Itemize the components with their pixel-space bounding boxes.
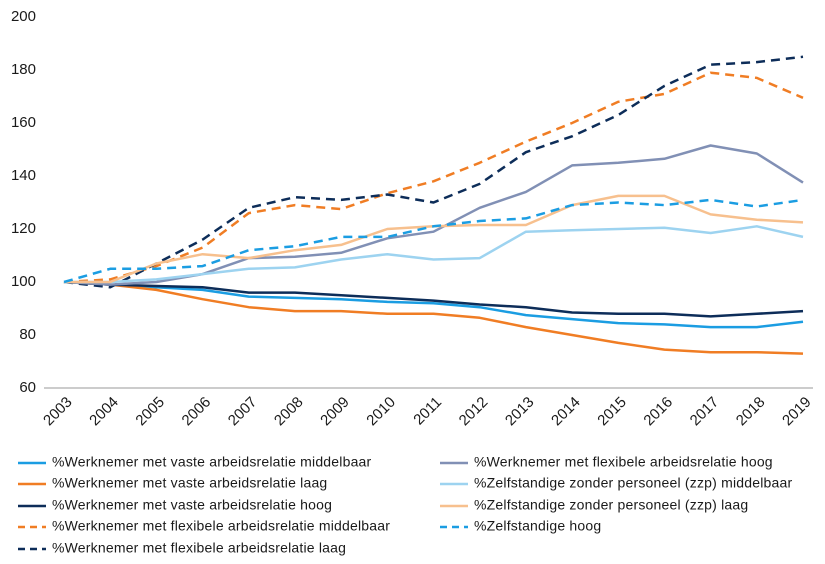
y-tick-label: 140 (11, 167, 36, 184)
x-tick-label: 2013 (502, 394, 538, 430)
x-tick-label: 2017 (687, 394, 723, 430)
legend-label: %Werknemer met flexibele arbeidsrelatie … (52, 540, 346, 556)
x-tick-label: 2010 (363, 394, 399, 430)
x-tick-label: 2011 (410, 394, 445, 429)
series-line (63, 55, 804, 289)
y-tick-label: 80 (19, 326, 36, 343)
x-tick-label: 2004 (86, 394, 122, 430)
x-tick-label: 2014 (548, 394, 584, 430)
series-line (63, 280, 804, 329)
y-tick-label: 180 (11, 61, 36, 78)
x-tick-label: 2003 (40, 394, 76, 430)
x-tick-label: 2015 (594, 394, 630, 430)
legend-label: %Werknemer met flexibele arbeidsrelatie … (474, 454, 773, 470)
series-line (64, 194, 804, 284)
legend-label: %Werknemer met vaste arbeidsrelatie laag (52, 475, 327, 491)
legend-label: %Werknemer met flexibele arbeidsrelatie … (52, 518, 390, 534)
legend-label: %Zelfstandige zonder personeel (zzp) laa… (474, 497, 748, 513)
series-line (63, 71, 804, 284)
legend-label: %Zelfstandige hoog (474, 518, 601, 534)
x-tick-label: 2007 (225, 394, 261, 430)
x-tick-label: 2019 (779, 394, 815, 430)
legend-label: %Werknemer met vaste arbeidsrelatie hoog (52, 497, 332, 513)
y-tick-label: 100 (11, 273, 36, 290)
series-line (63, 144, 804, 286)
x-tick-label: 2009 (317, 394, 353, 430)
x-tick-label: 2005 (132, 394, 168, 430)
series-line (63, 280, 804, 355)
series-line (63, 280, 804, 318)
y-tick-label: 200 (11, 8, 36, 25)
legend-label: %Zelfstandige zonder personeel (zzp) mid… (474, 475, 792, 491)
x-tick-label: 2008 (271, 394, 307, 430)
x-tick-label: 2018 (733, 394, 769, 430)
x-tick-label: 2006 (179, 394, 215, 430)
y-tick-label: 160 (11, 114, 36, 131)
series-line (63, 198, 804, 284)
y-tick-label: 60 (19, 379, 36, 396)
legend-label: %Werknemer met vaste arbeidsrelatie midd… (52, 454, 372, 470)
x-tick-label: 2012 (456, 394, 492, 430)
y-tick-label: 120 (11, 220, 36, 237)
x-tick-label: 2016 (640, 394, 676, 430)
series-line (64, 225, 804, 284)
